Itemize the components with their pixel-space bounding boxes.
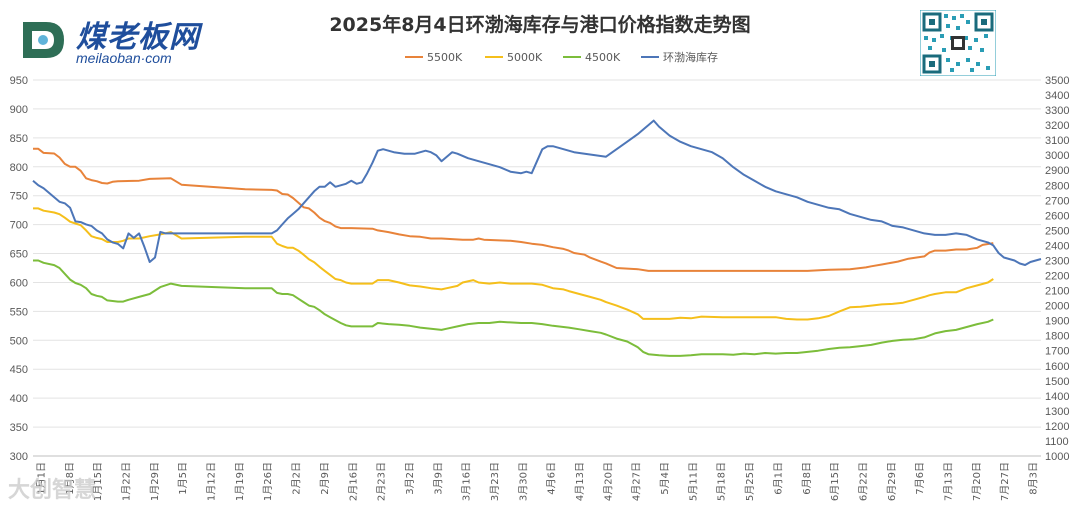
x-tick-label: 7月27日 xyxy=(999,462,1011,501)
y-left-tick-label: 850 xyxy=(10,133,28,145)
y-right-tick-label: 1600 xyxy=(1045,361,1069,373)
y-right-tick-label: 1400 xyxy=(1045,391,1069,403)
x-tick-label: 6月29日 xyxy=(886,462,898,501)
y-left-tick-label: 650 xyxy=(10,249,28,261)
y-right-tick-label: 1700 xyxy=(1045,346,1069,358)
y-left-tick-label: 700 xyxy=(10,220,28,232)
x-tick-label: 2月9日 xyxy=(319,462,331,495)
legend-label: 5500K xyxy=(427,51,463,64)
x-tick-label: 2月2日 xyxy=(291,462,303,495)
x-tick-label: 6月15日 xyxy=(829,462,841,501)
x-tick-label: 1月1日 xyxy=(36,462,48,495)
x-tick-label: 1月19日 xyxy=(234,462,246,501)
y-right-tick-label: 1900 xyxy=(1045,316,1069,328)
x-tick-label: 6月1日 xyxy=(772,462,784,495)
y-right-tick-label: 3500 xyxy=(1045,75,1069,87)
x-tick-label: 1月12日 xyxy=(206,462,218,501)
y-right-tick-label: 1300 xyxy=(1045,406,1069,418)
y-right-tick-label: 2900 xyxy=(1045,165,1069,177)
brand-domain: meilaoban·com xyxy=(76,50,172,66)
y-right-tick-label: 3100 xyxy=(1045,135,1069,147)
y-left-tick-label: 300 xyxy=(10,451,28,463)
x-tick-label: 5月11日 xyxy=(687,462,699,501)
chart-title: 2025年8月4日环渤海库存与港口价格指数走势图 xyxy=(329,14,751,36)
series-line-5500K xyxy=(33,147,994,272)
series-line-4500K xyxy=(33,259,994,357)
y-left-tick-label: 450 xyxy=(10,364,28,376)
x-tick-label: 1月29日 xyxy=(149,462,161,501)
x-tick-label: 3月16日 xyxy=(461,462,473,501)
x-tick-label: 1月26日 xyxy=(262,462,274,501)
x-tick-label: 1月8日 xyxy=(64,462,76,495)
brand-logo: 煤老板网 meilaoban·com xyxy=(18,12,258,68)
x-tick-label: 2月16日 xyxy=(347,462,359,501)
y-right-tick-label: 2100 xyxy=(1045,286,1069,298)
y-right-tick-label: 2800 xyxy=(1045,180,1069,192)
x-tick-label: 7月13日 xyxy=(942,462,954,501)
x-tick-label: 6月8日 xyxy=(801,462,813,495)
x-tick-label: 3月23日 xyxy=(489,462,501,501)
x-tick-label: 3月2日 xyxy=(404,462,416,495)
y-right-tick-label: 2600 xyxy=(1045,210,1069,222)
x-tick-label: 2月23日 xyxy=(376,462,388,501)
y-left-tick-label: 500 xyxy=(10,335,28,347)
x-tick-label: 3月30日 xyxy=(517,462,529,501)
x-tick-label: 7月20日 xyxy=(971,462,983,501)
y-right-tick-label: 1000 xyxy=(1045,451,1069,463)
legend-label: 环渤海库存 xyxy=(663,50,718,64)
x-tick-label: 7月6日 xyxy=(914,462,926,495)
x-tick-label: 1月15日 xyxy=(92,462,104,501)
y-left-tick-label: 600 xyxy=(10,277,28,289)
x-tick-label: 4月13日 xyxy=(574,462,586,501)
x-tick-label: 5月25日 xyxy=(744,462,756,501)
y-right-tick-label: 1100 xyxy=(1045,436,1069,448)
x-tick-label: 1月22日 xyxy=(121,462,133,501)
series-line-环渤海库存 xyxy=(32,119,1042,266)
y-right-tick-label: 1200 xyxy=(1045,421,1069,433)
qr-code-icon xyxy=(920,10,996,76)
series-line-5000K xyxy=(33,207,994,321)
y-right-tick-label: 2400 xyxy=(1045,240,1069,252)
y-left-tick-label: 550 xyxy=(10,306,28,318)
watermark: 大创智慧 xyxy=(8,478,97,503)
x-tick-label: 4月20日 xyxy=(602,462,614,501)
x-tick-label: 6月22日 xyxy=(857,462,869,501)
y-left-tick-label: 950 xyxy=(10,75,28,87)
y-right-tick-label: 3200 xyxy=(1045,120,1069,132)
y-left-tick-label: 900 xyxy=(10,104,28,116)
y-right-tick-label: 2200 xyxy=(1045,271,1069,283)
x-tick-label: 3月9日 xyxy=(432,462,444,495)
x-tick-label: 5月18日 xyxy=(716,462,728,501)
y-left-tick-label: 800 xyxy=(10,162,28,174)
y-right-tick-label: 2700 xyxy=(1045,195,1069,207)
y-right-tick-label: 2300 xyxy=(1045,255,1069,267)
y-right-tick-label: 3300 xyxy=(1045,105,1069,117)
y-left-tick-label: 350 xyxy=(10,422,28,434)
y-right-tick-label: 3400 xyxy=(1045,90,1069,102)
x-tick-label: 5月4日 xyxy=(659,462,671,495)
y-right-tick-label: 2500 xyxy=(1045,225,1069,237)
x-tick-label: 8月3日 xyxy=(1028,462,1040,495)
y-left-tick-label: 750 xyxy=(10,191,28,203)
y-right-tick-label: 3000 xyxy=(1045,150,1069,162)
x-tick-label: 4月6日 xyxy=(546,462,558,495)
brand-name: 煤老板网 xyxy=(76,20,200,55)
logo-mark-icon xyxy=(23,22,64,58)
x-tick-label: 1月5日 xyxy=(177,462,189,495)
y-right-tick-label: 1500 xyxy=(1045,376,1069,388)
y-right-tick-label: 1800 xyxy=(1045,331,1069,343)
x-tick-label: 4月27日 xyxy=(631,462,643,501)
y-right-tick-label: 2000 xyxy=(1045,301,1069,313)
y-left-tick-label: 400 xyxy=(10,393,28,405)
legend-label: 4500K xyxy=(585,51,621,64)
legend-label: 5000K xyxy=(507,51,543,64)
